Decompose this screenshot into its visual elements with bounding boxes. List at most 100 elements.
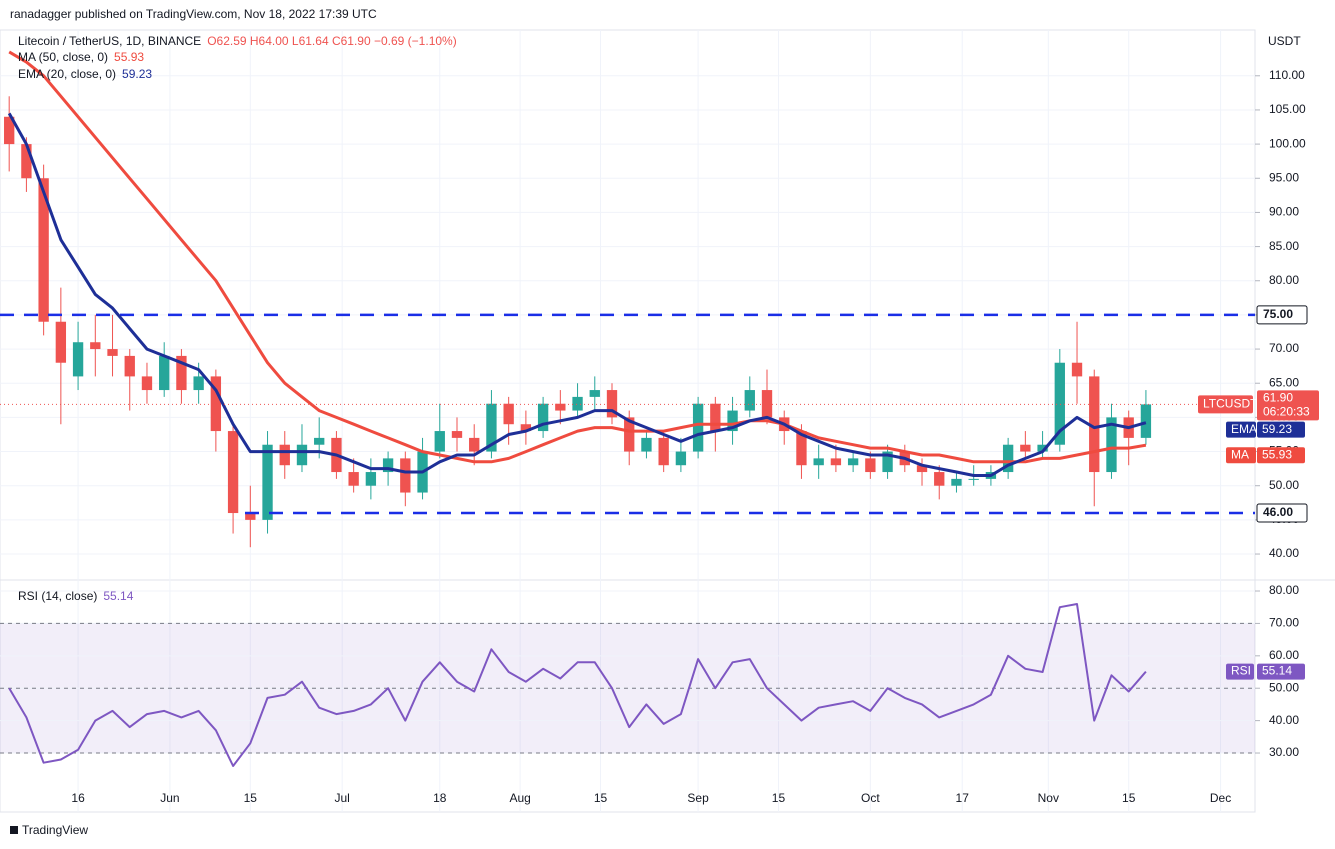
candle-body xyxy=(537,403,549,432)
candle-body xyxy=(279,444,290,466)
y-tick-label: 30.00 xyxy=(1269,745,1299,759)
candle-body xyxy=(262,444,273,520)
candle-body xyxy=(400,458,411,493)
ma-value: 55.93 xyxy=(114,50,144,64)
rsi-line xyxy=(8,603,1147,767)
ma-legend: MA (50, close, 0) xyxy=(18,50,108,64)
countdown: 06:20:33 xyxy=(1263,405,1310,419)
y-tick-label: 95.00 xyxy=(1269,170,1299,184)
x-tick-label: Oct xyxy=(861,791,880,805)
candle-body xyxy=(296,444,308,466)
y-tick-label: 50.00 xyxy=(1269,680,1299,694)
y-tick-label: 65.00 xyxy=(1269,375,1299,389)
symbol-tag-box xyxy=(1198,395,1253,414)
legend-ema: EMA (20, close, 0) 59.23 xyxy=(18,67,152,81)
x-tick-label: 15 xyxy=(244,791,258,805)
candle-body xyxy=(124,355,135,377)
y-tick-label: 90.00 xyxy=(1269,205,1299,219)
candle-body xyxy=(159,355,170,391)
y-tick-label: 50.00 xyxy=(1269,478,1299,492)
rsi-tag: RSI xyxy=(1231,664,1251,678)
candle-body xyxy=(107,349,118,356)
candle-body xyxy=(916,465,928,473)
candle-body xyxy=(796,431,807,466)
ma-line xyxy=(8,50,1147,464)
y-tick-label: 110.00 xyxy=(1269,68,1305,82)
candle-body xyxy=(1054,362,1065,445)
candle-body xyxy=(245,513,256,520)
level-tag: 46.00 xyxy=(1263,505,1293,519)
candle-body xyxy=(692,403,704,452)
series-value-tag: 59.23 xyxy=(1262,422,1292,436)
x-tick-label: Jul xyxy=(334,791,349,805)
candle-body xyxy=(710,403,721,432)
candle-body xyxy=(624,417,635,452)
candle-body xyxy=(469,437,480,452)
candle-body xyxy=(210,376,222,432)
candle-body xyxy=(882,451,893,473)
y-tick-label: 80.00 xyxy=(1269,583,1299,597)
candle-body xyxy=(72,342,84,377)
candle-body xyxy=(1037,444,1048,452)
candle-body xyxy=(176,355,187,391)
y-tick-label: 70.00 xyxy=(1269,341,1299,355)
candle-body xyxy=(382,458,394,473)
y-tick-label: 85.00 xyxy=(1269,239,1299,253)
rsi-value: 55.14 xyxy=(103,589,133,603)
brand: TradingView xyxy=(10,823,88,837)
series-tag-box xyxy=(1226,447,1256,464)
x-tick-label: Sep xyxy=(687,791,709,805)
candle-body xyxy=(38,178,49,322)
symbol-tag: LTCUSDT xyxy=(1203,397,1258,411)
rsi-tag-box xyxy=(1226,663,1254,680)
candle-body xyxy=(1071,362,1083,377)
candle-body xyxy=(761,390,773,418)
legend-ma: MA (50, close, 0) 55.93 xyxy=(18,50,144,64)
candle-body xyxy=(193,376,204,391)
x-tick-label: 17 xyxy=(956,791,970,805)
series-tag: MA xyxy=(1231,447,1249,461)
series-tag-box xyxy=(1226,421,1256,438)
x-tick-label: 15 xyxy=(594,791,608,805)
x-tick-label: Nov xyxy=(1038,791,1059,805)
candle-body xyxy=(1140,404,1152,438)
y-tick-label: 40.00 xyxy=(1269,546,1299,560)
legend-title: Litecoin / TetherUS, 1D, BINANCE O62.59 H… xyxy=(18,34,457,48)
series-tag: EMA xyxy=(1231,422,1257,436)
rsi-value-tag: 55.14 xyxy=(1262,664,1292,678)
candle-body xyxy=(21,144,32,179)
price-tag: 61.90 xyxy=(1263,391,1293,405)
level-tag-box xyxy=(1256,503,1308,523)
brand-name: TradingView xyxy=(22,823,88,837)
candle-body xyxy=(572,396,583,411)
x-tick-label: Aug xyxy=(509,791,530,805)
x-tick-label: 15 xyxy=(1122,791,1136,805)
candle-body xyxy=(1106,417,1117,473)
price-tag-box xyxy=(1257,390,1319,421)
rsi-legend: RSI (14, close) xyxy=(18,589,97,603)
candle-body xyxy=(606,390,618,418)
candle-body xyxy=(486,403,497,452)
y-tick-label: 105.00 xyxy=(1269,102,1306,116)
y-tick-label: 40.00 xyxy=(1269,713,1299,727)
legend-rsi: RSI (14, close) 55.14 xyxy=(18,589,134,603)
ema-legend: EMA (20, close, 0) xyxy=(18,67,116,81)
candle-body xyxy=(434,431,445,452)
y-tick-label: 80.00 xyxy=(1269,273,1299,287)
marks xyxy=(0,50,1255,767)
publisher: ranadagger published on TradingView.com,… xyxy=(10,7,377,21)
x-tick-label: 16 xyxy=(71,791,85,805)
series-value-tag: 55.93 xyxy=(1262,447,1292,461)
candle-body xyxy=(555,403,566,411)
candle-body xyxy=(314,437,325,445)
candle-body xyxy=(658,437,669,466)
candle-body xyxy=(727,410,738,432)
candle-body xyxy=(227,431,239,514)
candle-body xyxy=(865,458,876,473)
candle-body xyxy=(520,424,532,432)
y-tick-label: 100.00 xyxy=(1269,136,1306,150)
candle-body xyxy=(968,478,979,480)
candle-body xyxy=(503,403,514,425)
